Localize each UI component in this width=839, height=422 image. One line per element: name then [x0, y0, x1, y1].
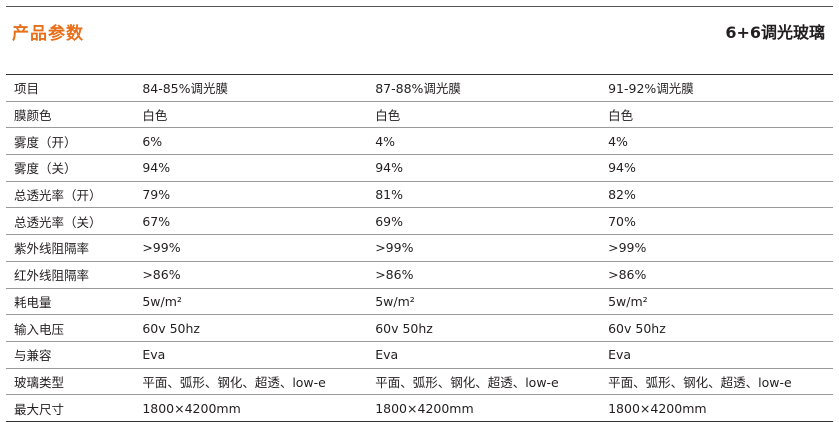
parameter-value: 94% [367, 154, 601, 182]
parameter-value: Eva [600, 341, 833, 369]
parameter-value: >86% [600, 261, 833, 289]
parameter-value: 60v 50hz [134, 314, 368, 342]
parameter-label: 总透光率（关） [6, 207, 135, 236]
parameter-value: 82% [600, 181, 833, 209]
parameter-value: 60v 50hz [600, 314, 833, 342]
column-header: 87-88%调光膜 [367, 74, 601, 102]
table-row: 雾度（开） 6% 4% 4% [6, 127, 833, 156]
parameter-value: 4% [367, 127, 601, 156]
column-header: 91-92%调光膜 [600, 74, 833, 102]
table-header-row: 项目 84-85%调光膜 87-88%调光膜 91-92%调光膜 [6, 74, 833, 102]
table-row: 紫外线阻隔率 >99% >99% >99% [6, 234, 833, 262]
parameter-value: >99% [134, 234, 368, 262]
parameter-value: 白色 [134, 101, 368, 129]
parameter-value: 平面、弧形、钢化、超透、low-e [600, 368, 833, 396]
parameter-value: >86% [134, 261, 368, 289]
parameter-value: 79% [134, 181, 368, 209]
parameter-value: 1800×4200mm [134, 394, 368, 422]
table-row: 总透光率（开） 79% 81% 82% [6, 181, 833, 209]
parameter-label: 输入电压 [6, 314, 135, 342]
parameter-value: 5w/m² [134, 288, 368, 316]
parameter-label: 玻璃类型 [6, 368, 135, 396]
table-row: 总透光率（关） 67% 69% 70% [6, 207, 833, 236]
parameter-label: 耗电量 [6, 288, 135, 316]
parameter-value: 平面、弧形、钢化、超透、low-e [134, 368, 368, 396]
parameter-value: 平面、弧形、钢化、超透、low-e [367, 368, 601, 396]
parameter-value: 6% [134, 127, 368, 156]
parameter-value: 1800×4200mm [600, 394, 833, 422]
parameter-label: 红外线阻隔率 [6, 261, 135, 289]
parameter-value: 70% [600, 207, 833, 236]
parameter-label: 膜颜色 [6, 101, 135, 129]
table-row: 与兼容 Eva Eva Eva [6, 341, 833, 369]
product-name: 6+6调光玻璃 [725, 23, 825, 42]
parameter-value: >99% [367, 234, 601, 262]
parameter-value: 1800×4200mm [367, 394, 601, 422]
parameter-value: 67% [134, 207, 368, 236]
table-row: 玻璃类型 平面、弧形、钢化、超透、low-e 平面、弧形、钢化、超透、low-e 平面… [6, 368, 833, 396]
table-row: 输入电压 60v 50hz 60v 50hz 60v 50hz [6, 314, 833, 342]
column-header: 84-85%调光膜 [134, 74, 368, 102]
parameter-label: 最大尺寸 [6, 394, 135, 422]
parameter-value: 60v 50hz [367, 314, 601, 342]
parameter-value: 94% [134, 154, 368, 182]
section-title: 产品参数 [12, 24, 84, 44]
top-divider [6, 6, 833, 7]
parameter-value: >99% [600, 234, 833, 262]
parameter-label: 与兼容 [6, 341, 135, 369]
parameter-value: Eva [367, 341, 601, 369]
table-row: 最大尺寸 1800×4200mm 1800×4200mm 1800×4200mm [6, 394, 833, 422]
parameter-value: 5w/m² [600, 288, 833, 316]
spec-table: 项目 84-85%调光膜 87-88%调光膜 91-92%调光膜 膜颜色 白色 白色… [6, 74, 833, 422]
table-row: 耗电量 5w/m² 5w/m² 5w/m² [6, 288, 833, 316]
parameter-label: 雾度（开） [6, 127, 135, 156]
parameter-label: 雾度（关） [6, 154, 135, 182]
parameter-value: 69% [367, 207, 601, 236]
table-row: 红外线阻隔率 >86% >86% >86% [6, 261, 833, 289]
parameter-value: 5w/m² [367, 288, 601, 316]
column-header: 项目 [6, 74, 135, 102]
parameter-value: 4% [600, 127, 833, 156]
parameter-label: 总透光率（开） [6, 181, 135, 209]
table-row: 雾度（关） 94% 94% 94% [6, 154, 833, 182]
parameter-label: 紫外线阻隔率 [6, 234, 135, 262]
parameter-value: Eva [134, 341, 368, 369]
parameter-value: 81% [367, 181, 601, 209]
table-row: 膜颜色 白色 白色 白色 [6, 101, 833, 129]
parameter-value: 白色 [600, 101, 833, 129]
parameter-value: 白色 [367, 101, 601, 129]
parameter-value: >86% [367, 261, 601, 289]
parameter-value: 94% [600, 154, 833, 182]
